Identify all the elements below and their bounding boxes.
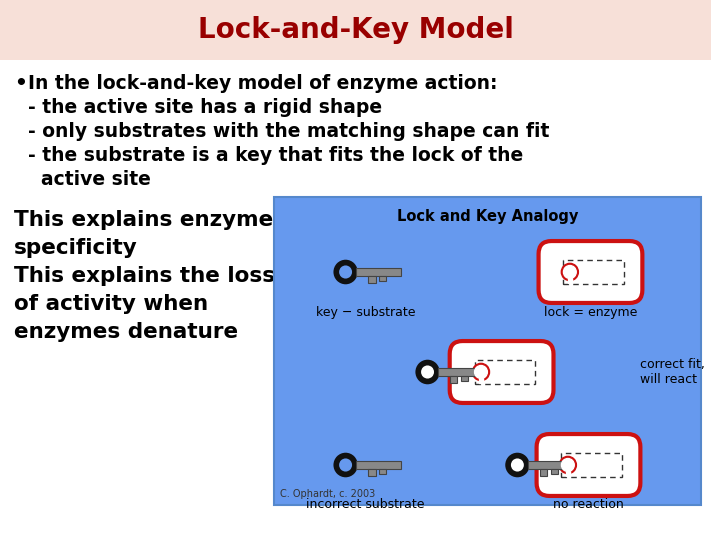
- Bar: [567, 278, 572, 283]
- Bar: [356, 461, 400, 469]
- Text: active site: active site: [27, 170, 150, 189]
- Bar: [438, 368, 482, 376]
- Bar: [461, 376, 468, 381]
- Bar: [0, 0, 711, 60]
- Text: Lock-and-Key Model: Lock-and-Key Model: [197, 16, 513, 44]
- Text: of activity when: of activity when: [14, 294, 208, 314]
- Text: •: •: [14, 74, 27, 93]
- Circle shape: [505, 453, 529, 477]
- Circle shape: [562, 458, 575, 471]
- Text: - only substrates with the matching shape can fit: - only substrates with the matching shap…: [27, 122, 549, 141]
- Bar: [564, 260, 624, 284]
- Circle shape: [421, 366, 434, 379]
- Text: Lock and Key Analogy: Lock and Key Analogy: [397, 209, 578, 224]
- Bar: [368, 276, 376, 284]
- Circle shape: [511, 458, 524, 471]
- Bar: [528, 461, 572, 469]
- Circle shape: [333, 453, 358, 477]
- Text: correct fit,
will react: correct fit, will react: [640, 358, 705, 386]
- Bar: [562, 453, 622, 477]
- Text: specificity: specificity: [14, 238, 138, 258]
- Text: incorrect substrate: incorrect substrate: [306, 498, 425, 511]
- Bar: [540, 469, 547, 476]
- Circle shape: [562, 264, 578, 281]
- Text: key − substrate: key − substrate: [315, 306, 415, 319]
- Bar: [566, 471, 570, 476]
- Text: This explains the loss: This explains the loss: [14, 266, 275, 286]
- Text: enzymes denature: enzymes denature: [14, 322, 238, 342]
- Text: In the lock-and-key model of enzyme action:: In the lock-and-key model of enzyme acti…: [27, 74, 497, 93]
- FancyBboxPatch shape: [450, 341, 554, 403]
- FancyBboxPatch shape: [539, 241, 642, 303]
- FancyBboxPatch shape: [536, 434, 640, 496]
- Bar: [274, 197, 701, 505]
- Bar: [379, 469, 386, 474]
- Bar: [474, 360, 535, 384]
- Circle shape: [564, 266, 576, 279]
- Bar: [551, 469, 558, 474]
- Bar: [368, 469, 376, 476]
- Circle shape: [333, 260, 358, 284]
- Bar: [450, 376, 457, 383]
- Text: - the substrate is a key that fits the lock of the: - the substrate is a key that fits the l…: [27, 146, 523, 165]
- Circle shape: [339, 266, 352, 279]
- Text: C. Ophardt, c. 2003: C. Ophardt, c. 2003: [280, 489, 376, 499]
- Bar: [479, 378, 483, 383]
- Text: lock = enzyme: lock = enzyme: [544, 306, 637, 319]
- Circle shape: [415, 360, 440, 384]
- Bar: [379, 276, 386, 281]
- Circle shape: [472, 363, 490, 381]
- Circle shape: [559, 456, 577, 474]
- Circle shape: [339, 458, 352, 471]
- Text: - the active site has a rigid shape: - the active site has a rigid shape: [27, 98, 382, 117]
- Text: This explains enzyme: This explains enzyme: [14, 210, 273, 230]
- Text: no reaction: no reaction: [553, 498, 624, 511]
- Bar: [356, 268, 400, 276]
- Circle shape: [474, 366, 487, 379]
